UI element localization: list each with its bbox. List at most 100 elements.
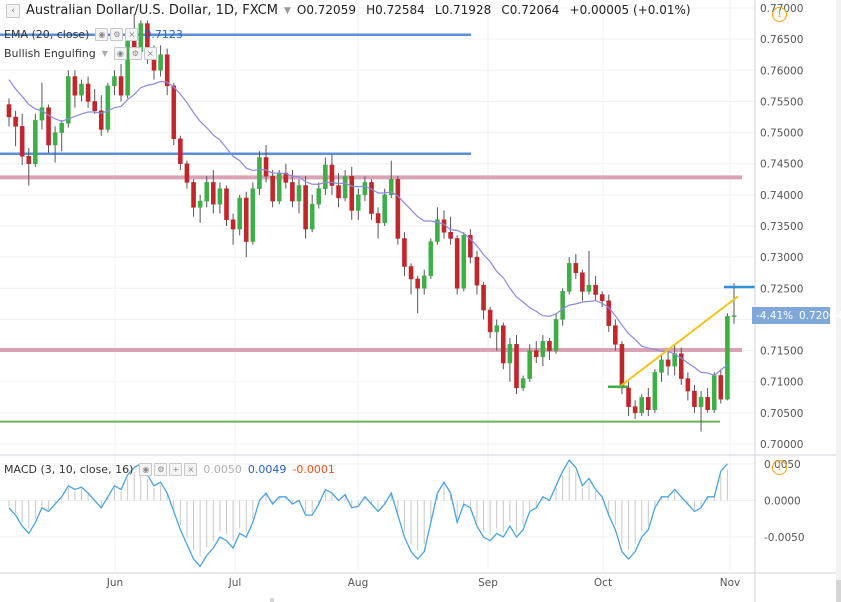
scroll-handle[interactable] <box>270 598 274 602</box>
candle-body <box>547 340 552 351</box>
eye-icon[interactable]: ◉ <box>113 47 127 60</box>
candle-body <box>428 241 434 277</box>
macd-tick-label: 0.0000 <box>764 495 801 507</box>
candle-body <box>402 238 407 267</box>
x-tick-label: Jul <box>228 577 242 589</box>
candle-body <box>613 325 618 345</box>
candle-body <box>211 182 216 205</box>
symbol-title[interactable]: Australian Dollar/U.S. Dollar, 1D, FXCM <box>26 3 278 18</box>
ema-legend[interactable]: EMA (20, close) ◉ ⚙ × 0.7123 <box>4 28 183 41</box>
candle-body <box>593 284 598 295</box>
y-tick-label: 0.75000 <box>760 128 803 140</box>
x-tick-label: Oct <box>594 577 612 589</box>
candle-body <box>342 175 348 199</box>
candle-body <box>98 110 104 130</box>
macd-tick-label: -0.0050 <box>764 532 805 544</box>
add-icon[interactable]: + <box>169 463 183 476</box>
candle-body <box>46 107 51 146</box>
candle-body <box>468 235 473 258</box>
candle-body <box>283 172 289 183</box>
candle-body <box>599 294 605 301</box>
macd-value-1: 0.0050 <box>203 463 242 476</box>
candle-body <box>362 182 368 196</box>
y-tick-label: 0.73500 <box>760 221 803 233</box>
candle-body <box>197 200 203 208</box>
candle-body <box>415 278 420 289</box>
scrollbar-thumb[interactable] <box>836 580 841 602</box>
settings-icon[interactable]: ⚙ <box>154 463 168 476</box>
candle-body <box>105 85 111 130</box>
candle-body <box>375 213 381 224</box>
candles <box>6 14 737 432</box>
candle-body <box>461 235 467 289</box>
ohlc-values: O0.72059 H0.72584 L0.71928 C0.72064 +0.0… <box>297 3 697 18</box>
eye-icon[interactable]: ◉ <box>139 463 153 476</box>
candle-body <box>435 219 440 242</box>
candle-body <box>26 155 32 164</box>
candle-body <box>230 219 236 230</box>
candle-body <box>250 188 256 242</box>
scrollbar[interactable] <box>836 0 841 602</box>
candle-body <box>112 76 117 87</box>
candle-body <box>395 179 401 239</box>
candle-body <box>494 325 500 333</box>
candle-body <box>725 316 730 400</box>
candle-body <box>560 291 565 320</box>
y-tick-label: 0.75500 <box>760 96 803 108</box>
close-icon[interactable]: × <box>184 463 198 476</box>
change-value: +0.00005 (+0.01%) <box>569 3 691 17</box>
x-tick-label: Jun <box>106 577 123 589</box>
candle-body <box>316 188 322 205</box>
candle-body <box>79 83 84 96</box>
settings-icon[interactable]: ⚙ <box>128 47 142 60</box>
candle-body <box>257 157 262 189</box>
drawings <box>608 285 755 389</box>
ema-label[interactable]: EMA (20, close) <box>4 28 90 41</box>
candle-body <box>33 119 38 164</box>
candle-body <box>217 188 223 205</box>
trend-line[interactable] <box>617 295 739 389</box>
candle-body <box>52 132 58 146</box>
pattern-label[interactable]: Bullish Engulfing <box>4 47 96 60</box>
y-tick-label: 0.70000 <box>760 439 803 451</box>
candle-body <box>224 188 229 221</box>
close-icon[interactable]: × <box>143 47 157 60</box>
y-tick-label: 0.76000 <box>760 65 803 77</box>
candle-body <box>164 54 170 87</box>
candle-body <box>323 164 328 189</box>
candle-body <box>665 359 671 367</box>
candle-body <box>692 390 697 407</box>
alert-icon[interactable]: ! <box>772 7 787 22</box>
candle-body <box>85 83 91 102</box>
candle-body <box>566 263 572 292</box>
high-value: H0.72584 <box>366 3 425 17</box>
pattern-legend[interactable]: Bullish Engulfing ▼ ◉ ⚙ × <box>4 47 157 60</box>
candle-body <box>619 344 625 389</box>
alert-icon[interactable]: ! <box>772 460 787 475</box>
horizontal-levels <box>0 33 742 423</box>
settings-icon[interactable]: ⚙ <box>110 28 124 41</box>
candle-body <box>652 372 658 410</box>
macd-label[interactable]: MACD (3, 10, close, 16) <box>4 463 134 476</box>
candle-body <box>184 163 190 183</box>
candle-body <box>243 197 249 242</box>
eye-icon[interactable]: ◉ <box>95 28 109 41</box>
candle-body <box>263 157 269 177</box>
candle-body <box>118 76 124 96</box>
candle-body <box>580 272 585 292</box>
close-value: C0.72064 <box>501 3 560 17</box>
close-icon[interactable]: × <box>125 28 139 41</box>
chevron-down-icon[interactable]: ▼ <box>101 49 108 58</box>
candle-body <box>6 104 12 118</box>
macd-legend[interactable]: MACD (3, 10, close, 16) ◉ ⚙ + × 0.0050 0… <box>4 463 335 476</box>
candle-body <box>349 175 355 211</box>
candle-body <box>514 344 519 389</box>
y-tick-label: 0.72500 <box>760 283 803 295</box>
x-tick-label: Sep <box>478 577 498 589</box>
chevron-down-icon[interactable]: ▼ <box>283 5 291 16</box>
candle-body <box>421 275 427 289</box>
collapse-chevron-icon[interactable]: ‹ <box>6 3 20 18</box>
candle-body <box>204 182 210 202</box>
candle-body <box>72 76 78 96</box>
